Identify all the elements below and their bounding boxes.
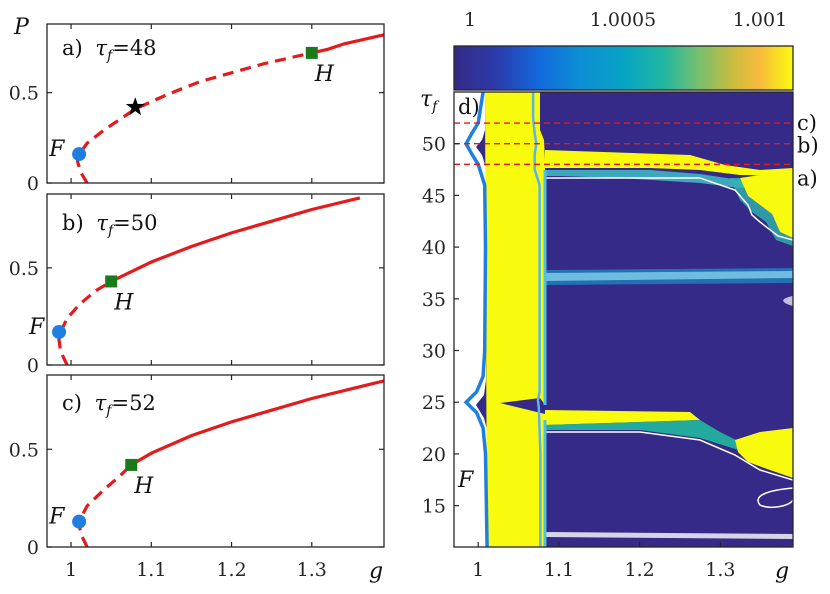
tau-axis-label: τf: [420, 87, 440, 115]
panel-a-marker-star: [125, 97, 145, 116]
heatmap-regions: [454, 92, 793, 547]
panel-a-frame: [46, 23, 385, 184]
y-axis-label: P: [13, 15, 30, 40]
high-value-band: [485, 92, 545, 547]
panel-c-ytick-label: 0: [27, 537, 39, 559]
reference-line-label: b): [797, 134, 819, 158]
colorbar-ticks: 1 1.0005 1.001: [464, 9, 787, 31]
contour-upper: [545, 177, 793, 241]
middle-cyan-strip: [545, 420, 793, 458]
reference-line-label: c): [797, 111, 817, 135]
panel-a-marker-f: [72, 147, 87, 162]
panel-c-frame: [46, 374, 385, 548]
panel-a-ytick-label: 0: [27, 173, 39, 195]
heatmap-xtick-label: 1.2: [625, 559, 655, 581]
heatmap-ytick-label: 40: [422, 237, 446, 259]
panel-b-ytick-label: 0: [27, 355, 39, 377]
fold-curve-label: F: [457, 468, 474, 493]
panel-b-ticks: 00.5: [9, 194, 384, 377]
panel-c-marker-f: [72, 514, 87, 529]
panel-a-marker-label-f: F: [48, 137, 65, 162]
panel-c-background: [47, 375, 384, 547]
panel-a-marker-label-h: H: [314, 62, 335, 87]
no-solution-region: [454, 92, 487, 547]
panel-c-xtick-label: 1: [65, 559, 77, 581]
heatmap-xtick-label: 1.1: [544, 559, 574, 581]
lower-right-blob: [735, 428, 793, 478]
panel-c-plot-area: [72, 379, 384, 547]
panel-c-label: c) τf=52: [62, 391, 156, 419]
panel-c-marker-h: [125, 458, 138, 471]
panel-b-series-0: [57, 280, 113, 365]
panel-c-marker-label-h: H: [133, 474, 154, 499]
band-at-tau-37-cyan: [545, 268, 793, 285]
colorbar-gradient: [454, 46, 793, 90]
heatmap-frame: [453, 91, 794, 548]
heatmap-ytick-label: 30: [422, 341, 446, 363]
high-band-edge: [531, 92, 542, 547]
x-axis-label-right: g: [775, 559, 789, 584]
panel-c-series-1: [130, 379, 384, 467]
panel-b-marker-h: [105, 275, 118, 288]
panel-c-ticks: 0 0.5 1 1.1 1.2 1.3: [9, 375, 384, 581]
panel-a: 00.5 a) τf=48 P FH: [9, 15, 385, 195]
upper-right-blob-edge: [730, 178, 793, 246]
heatmap-ytick-label: 20: [422, 444, 446, 466]
lower-right-bubble: [757, 487, 793, 508]
panel-d: a) b)c) 15 20 25 30 35 40 45 50 1 1.1 1.2 1.3 d) F τ…: [420, 87, 819, 584]
upper-right-blob: [740, 170, 793, 238]
panel-c-xtick-label: 1.2: [216, 559, 246, 581]
panel-b-frame: [46, 193, 385, 366]
lower-contour: [545, 431, 793, 481]
reference-line-label: a): [797, 166, 818, 190]
panel-a-label: a) τf=48: [62, 36, 157, 64]
panel-b-marker-label-h: H: [113, 290, 134, 315]
panel-d-label: d): [458, 95, 480, 119]
colorbar-tick-label: 1.001: [733, 9, 787, 31]
panel-a-ytick-label: 0.5: [9, 83, 39, 105]
heatmap-ytick-label: 35: [422, 289, 446, 311]
panel-a-series-1: [311, 33, 384, 55]
panel-b: 00.5 b) τf=50 FH: [9, 193, 385, 377]
colorbar-tick-label: 1.0005: [590, 9, 656, 31]
upper-yellow-strip: [545, 150, 793, 176]
panel-b-ytick-label: 0.5: [9, 258, 39, 280]
panel-c-series-0: [77, 463, 133, 547]
panel-b-marker-f: [52, 324, 67, 339]
panel-a-plot-area: [72, 33, 384, 183]
heatmap-xtick-label: 1.3: [705, 559, 735, 581]
heatmap-xtick-label: 1: [472, 559, 484, 581]
panel-b-background: [47, 194, 384, 365]
panel-c-marker-label-f: F: [48, 505, 65, 530]
colorbar: 1 1.0005 1.001: [453, 9, 794, 91]
panel-b-label: b) τf=50: [62, 211, 157, 239]
reference-lines: a) b)c): [454, 111, 819, 190]
colorbar-tick-label: 1: [464, 9, 476, 31]
panel-b-plot-area: [52, 196, 361, 365]
fold-curve: [463, 91, 489, 548]
heatmap-ytick-label: 15: [422, 496, 446, 518]
panel-a-ticks: 00.5: [9, 24, 384, 195]
right-small-bubble: [783, 296, 793, 306]
bottom-band: [545, 532, 793, 539]
heatmap-ytick-label: 25: [422, 392, 446, 414]
panel-c: 0 0.5 1 1.1 1.2 1.3 c) τf=52 g F H: [9, 374, 385, 584]
panel-c-ytick-label: 0.5: [9, 439, 39, 461]
panel-c-xtick-label: 1.1: [136, 559, 166, 581]
panel-b-series-1: [110, 196, 361, 283]
panel-b-marker-label-f: F: [28, 315, 45, 340]
heatmap-ytick-label: 50: [422, 134, 446, 156]
heatmap-ticks: 15 20 25 30 35 40 45 50 1 1.1 1.2 1.3: [422, 134, 736, 581]
colorbar-frame: [453, 45, 794, 91]
panel-c-xtick-label: 1.3: [297, 559, 327, 581]
heatmap-ytick-label: 45: [422, 185, 446, 207]
x-axis-label-left: g: [369, 559, 383, 584]
panel-a-marker-h: [305, 46, 318, 59]
upper-cyan-strip: [545, 170, 793, 188]
